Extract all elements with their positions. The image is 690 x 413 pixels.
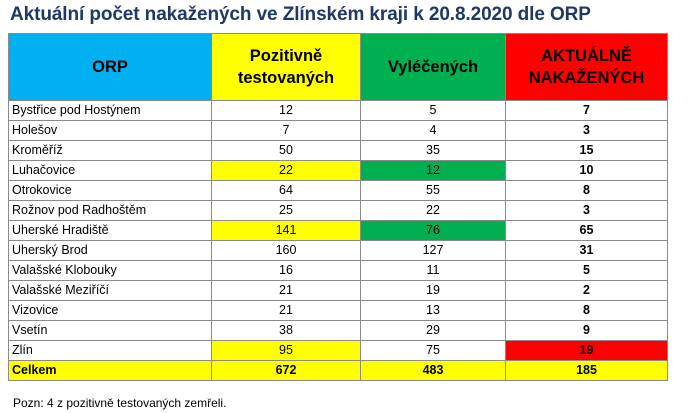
row-current: 15: [505, 140, 668, 161]
row-current: 7: [505, 100, 668, 121]
total-positive: 672: [211, 360, 361, 381]
row-current: 10: [505, 160, 668, 181]
row-cured: 22: [360, 200, 506, 221]
row-name: Holešov: [8, 120, 212, 141]
row-name: Otrokovice: [8, 180, 212, 201]
row-cured: 75: [360, 340, 506, 361]
row-name: Bystřice pod Hostýnem: [8, 100, 212, 121]
row-cured: 4: [360, 120, 506, 141]
row-name: Luhačovice: [8, 160, 212, 181]
total-label: Celkem: [8, 360, 212, 381]
row-positive: 22: [211, 160, 361, 181]
row-cured: 12: [360, 160, 506, 181]
table-row: Holešov 7 4 3: [8, 120, 668, 141]
row-cured: 11: [360, 260, 506, 281]
row-current: 8: [505, 180, 668, 201]
row-name: Vizovice: [8, 300, 212, 321]
row-positive: 50: [211, 140, 361, 161]
row-cured: 19: [360, 280, 506, 301]
row-current: 5: [505, 260, 668, 281]
table-row: Vsetín 38 29 9: [8, 320, 668, 341]
table-row: Valašské Klobouky 16 11 5: [8, 260, 668, 281]
table-row: Bystřice pod Hostýnem 12 5 7: [8, 100, 668, 121]
row-positive: 64: [211, 180, 361, 201]
table-row: Luhačovice 22 12 10: [8, 160, 668, 181]
row-positive: 21: [211, 300, 361, 321]
row-positive: 95: [211, 340, 361, 361]
table-row: Rožnov pod Radhoštěm 25 22 3: [8, 200, 668, 221]
row-cured: 13: [360, 300, 506, 321]
row-current: 19: [505, 340, 668, 361]
page-title: Aktuální počet nakažených ve Zlínském kr…: [10, 4, 591, 25]
total-cured: 483: [360, 360, 506, 381]
row-cured: 55: [360, 180, 506, 201]
row-cured: 76: [360, 220, 506, 241]
table-row: Uherský Brod 160 127 31: [8, 240, 668, 261]
table-total-row: Celkem 672 483 185: [8, 360, 668, 381]
row-name: Kroměříž: [8, 140, 212, 161]
header-positive: Pozitivně testovaných: [211, 33, 361, 101]
table-header-row: ORP Pozitivně testovaných Vyléčených AKT…: [8, 33, 668, 101]
header-positive-line2: testovaných: [237, 69, 335, 87]
row-current: 3: [505, 200, 668, 221]
table-row: Valašské Meziříčí 21 19 2: [8, 280, 668, 301]
row-cured: 127: [360, 240, 506, 261]
header-positive-line1: Pozitivně: [249, 47, 323, 65]
total-current: 185: [505, 360, 668, 381]
row-cured: 5: [360, 100, 506, 121]
row-positive: 38: [211, 320, 361, 341]
header-current: AKTUÁLNĚ NAKAŽENÝCH: [505, 33, 668, 101]
row-positive: 16: [211, 260, 361, 281]
table-row: Vizovice 21 13 8: [8, 300, 668, 321]
row-positive: 141: [211, 220, 361, 241]
header-orp: ORP: [8, 33, 212, 101]
row-cured: 29: [360, 320, 506, 341]
row-name: Vsetín: [8, 320, 212, 341]
table-row: Zlín 95 75 19: [8, 340, 668, 361]
row-positive: 21: [211, 280, 361, 301]
row-current: 2: [505, 280, 668, 301]
header-current-line2: NAKAŽENÝCH: [528, 69, 645, 87]
table-row: Kroměříž 50 35 15: [8, 140, 668, 161]
row-current: 3: [505, 120, 668, 141]
table-row: Otrokovice 64 55 8: [8, 180, 668, 201]
row-name: Valašské Meziříčí: [8, 280, 212, 301]
row-positive: 25: [211, 200, 361, 221]
row-name: Uherský Brod: [8, 240, 212, 261]
row-positive: 12: [211, 100, 361, 121]
row-current: 65: [505, 220, 668, 241]
header-cured: Vyléčených: [360, 33, 506, 101]
row-cured: 35: [360, 140, 506, 161]
row-current: 31: [505, 240, 668, 261]
row-positive: 160: [211, 240, 361, 261]
footnote: Pozn: 4 z pozitivně testovaných zemřeli.: [13, 396, 227, 410]
row-name: Zlín: [8, 340, 212, 361]
header-current-line1: AKTUÁLNĚ: [541, 47, 632, 65]
row-current: 8: [505, 300, 668, 321]
row-name: Valašské Klobouky: [8, 260, 212, 281]
row-current: 9: [505, 320, 668, 341]
row-positive: 7: [211, 120, 361, 141]
table-row: Uherské Hradiště 141 76 65: [8, 220, 668, 241]
row-name: Uherské Hradiště: [8, 220, 212, 241]
row-name: Rožnov pod Radhoštěm: [8, 200, 212, 221]
orp-table: ORP Pozitivně testovaných Vyléčených AKT…: [8, 33, 668, 381]
